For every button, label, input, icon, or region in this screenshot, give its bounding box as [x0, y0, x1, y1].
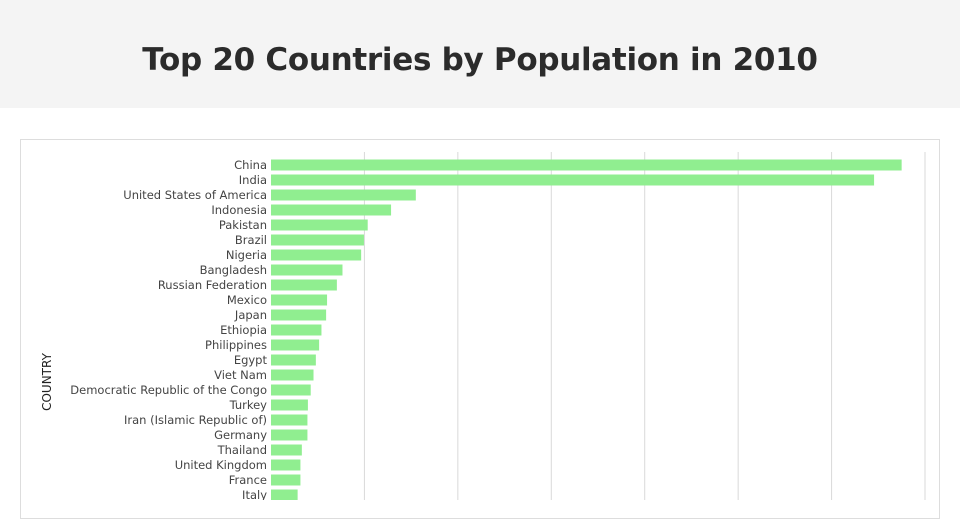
bar[interactable] [271, 339, 320, 351]
category-label: Viet Nam [214, 368, 267, 382]
bar[interactable] [271, 444, 302, 456]
category-label: India [239, 173, 267, 187]
bar[interactable] [271, 249, 362, 261]
bar[interactable] [271, 354, 316, 366]
category-label: Democratic Republic of the Congo [70, 383, 267, 397]
bar[interactable] [271, 174, 875, 186]
y-axis-title: COUNTRY [40, 352, 54, 410]
category-label: Germany [214, 428, 267, 442]
chart-title: Top 20 Countries by Population in 2010 [142, 42, 818, 78]
category-label: Russian Federation [158, 278, 267, 292]
bar[interactable] [271, 429, 308, 441]
bar[interactable] [271, 294, 328, 306]
bar[interactable] [271, 324, 322, 336]
category-label: Mexico [227, 293, 267, 307]
bar[interactable] [271, 189, 416, 201]
bar[interactable] [271, 369, 314, 381]
category-label: Pakistan [219, 218, 267, 232]
bar[interactable] [271, 414, 308, 426]
bar[interactable] [271, 474, 301, 486]
category-label: China [234, 158, 267, 172]
bar[interactable] [271, 459, 301, 471]
category-label: United States of America [123, 188, 267, 202]
category-label: Brazil [235, 233, 267, 247]
bar[interactable] [271, 489, 298, 501]
bars [271, 159, 902, 501]
category-label: Turkey [229, 398, 268, 412]
category-label: Italy [242, 488, 267, 500]
category-label: Indonesia [211, 203, 267, 217]
bar[interactable] [271, 264, 343, 276]
bar[interactable] [271, 219, 368, 231]
category-label: Ethiopia [220, 323, 267, 337]
bar[interactable] [271, 159, 902, 171]
gridlines [363, 152, 926, 500]
bar[interactable] [271, 234, 364, 246]
bar[interactable] [271, 204, 392, 216]
category-label: Iran (Islamic Republic of) [124, 413, 267, 427]
category-label: France [229, 473, 267, 487]
category-label: United Kingdom [175, 458, 267, 472]
category-label: Bangladesh [200, 263, 267, 277]
chart-header: Top 20 Countries by Population in 2010 [0, 0, 960, 108]
category-label: Japan [234, 308, 267, 322]
chart-panel [20, 139, 940, 519]
bar[interactable] [271, 384, 311, 396]
bar[interactable] [271, 279, 337, 291]
bar[interactable] [271, 399, 308, 411]
bar[interactable] [271, 309, 327, 321]
category-label: Nigeria [226, 248, 267, 262]
category-label: Thailand [217, 443, 267, 457]
category-label: Philippines [205, 338, 267, 352]
category-label: Egypt [234, 353, 268, 367]
